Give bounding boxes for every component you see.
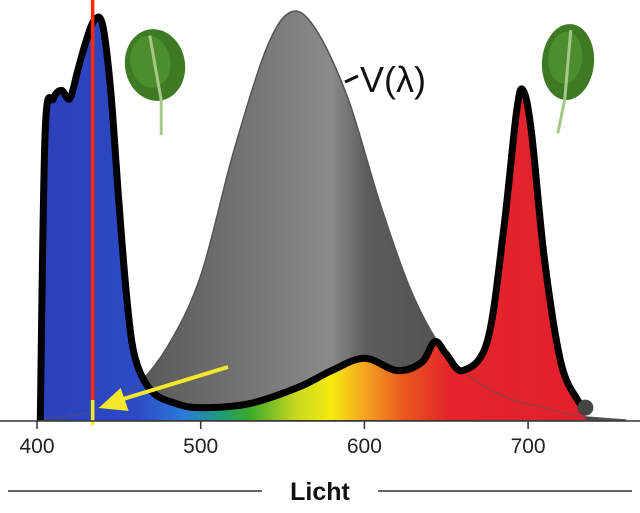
x-tick-label: 600 <box>347 435 382 458</box>
v-lambda-leader <box>344 74 359 84</box>
absorption-curve <box>36 13 588 421</box>
arrow-shaft <box>116 365 229 403</box>
absorption-spectrum-fill <box>40 17 586 421</box>
arrow-head <box>98 388 129 411</box>
leaf-icon <box>124 29 186 135</box>
x-tick-label: 700 <box>511 435 546 458</box>
curve-end-marker <box>577 399 594 416</box>
x-axis-title: Licht <box>290 478 350 506</box>
leaf-icon <box>541 24 595 134</box>
x-tick-label: 400 <box>19 435 54 458</box>
v-lambda-label: V(λ) <box>360 59 426 100</box>
x-tick-label: 500 <box>183 435 218 458</box>
